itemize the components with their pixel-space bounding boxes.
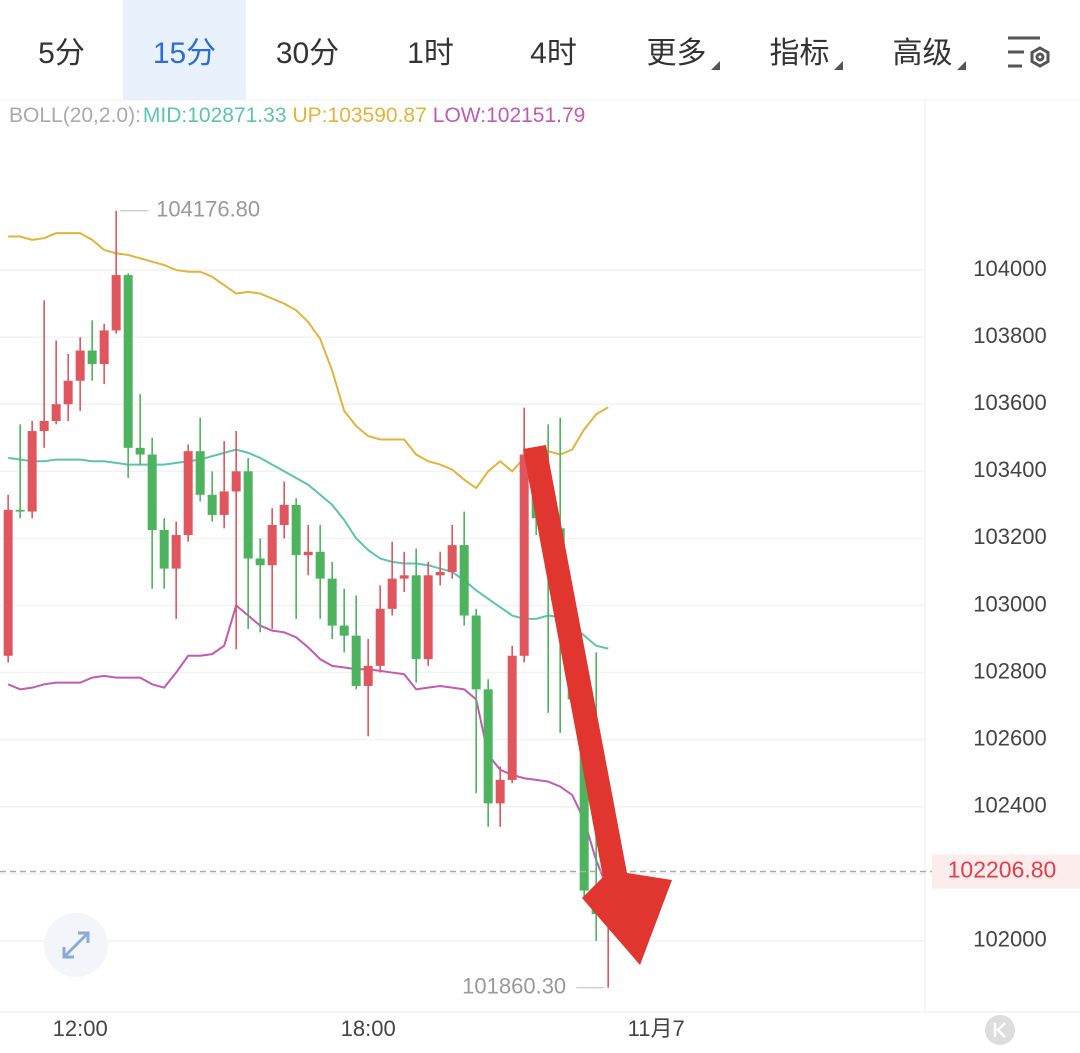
candle-body [471,615,481,690]
y-tick-label: 102600 [973,725,1046,750]
candle-body [339,625,349,636]
x-tick-label: 18:00 [341,1016,396,1041]
candle-body [363,665,373,686]
y-tick-label: 102800 [973,658,1046,683]
candle-body [303,551,313,556]
indicator-legend: BOLL(20,2.0):MID:102871.33 UP:103590.87 LO… [9,104,591,128]
candle-body [555,528,565,609]
y-tick-label: 103600 [973,390,1046,415]
band-line [8,448,609,650]
candle-body [3,509,13,656]
candle-body [543,518,553,529]
candle-body [243,471,253,559]
candle-body [387,578,397,609]
x-tick-label: 12:00 [53,1016,108,1041]
candle-body [579,699,589,891]
candle-body [255,558,265,566]
candle-body [603,871,613,915]
candle-body [495,779,505,804]
candle-body [507,655,517,780]
candle-body [171,535,181,569]
candle-body [483,689,493,804]
candle-body [351,635,361,686]
legend-entry: LOW:102151.79 [432,104,586,127]
candle-body [135,447,145,455]
candle-body [111,275,121,331]
candle-body [267,524,277,566]
y-tick-label: 102400 [973,793,1046,818]
interval-tab[interactable]: 15分 [123,0,246,100]
extreme-label: 104176.80 [156,197,260,222]
candle-body [375,608,385,666]
candle-body [519,454,529,656]
candle-body [591,890,601,915]
interval-tab[interactable]: 指标 [738,0,861,100]
y-tick-label: 103000 [973,591,1046,616]
candle-body [231,471,241,492]
interval-tab[interactable]: 更多 [615,0,738,100]
candle-body [435,571,445,576]
candle-body [327,578,337,626]
y-tick-label: 103400 [973,457,1046,482]
band-line [8,232,609,490]
x-tick-label: 11月7 [628,1016,685,1041]
candle-body [279,504,289,525]
candle-body [195,451,205,495]
y-tick-label: 103200 [973,524,1046,549]
last-price-label: 102206.80 [948,857,1057,883]
interval-tab[interactable]: 5分 [38,37,85,70]
candle-body [75,350,85,381]
candle-body [27,431,37,512]
candle-body [219,491,229,515]
indicator-name: BOLL(20,2.0): [9,104,141,127]
candle-body [459,545,469,616]
candle-body [531,454,541,519]
legend-entry: UP:103590.87 [292,104,427,127]
candle-body [159,530,169,569]
candle-body [87,350,97,364]
band-line [7,603,610,891]
interval-tab[interactable]: 30分 [275,37,340,70]
candle-body [39,420,49,432]
candle-body [183,451,193,536]
interval-tabs: 5分 15分 30分 1时 4时 更多 指标 高级 [0,0,990,100]
legend-entry: MID:102871.33 [142,104,287,127]
interval-tab[interactable]: 1时 [407,37,454,70]
candle-body [147,454,157,531]
y-tick-label: 103800 [973,323,1046,348]
candle-body [447,545,457,572]
candle-body [207,494,217,515]
candle-body [15,509,25,512]
candle-body [567,608,577,700]
candle-body [99,330,109,364]
interval-tab[interactable]: 4时 [530,37,577,70]
extreme-label: 101860.30 [462,974,566,999]
candle-body [291,504,301,556]
candle-body [51,404,61,421]
candle-body [411,575,421,660]
interval-tab[interactable]: 高级 [861,0,984,100]
candle-body [399,575,409,579]
candle-body [123,275,133,448]
candle-body [63,380,73,405]
candle-body [315,551,325,579]
y-tick-label: 104000 [973,256,1046,281]
y-tick-label: 102000 [973,927,1046,952]
last-price-box [932,854,1080,889]
candle-body [423,575,433,660]
